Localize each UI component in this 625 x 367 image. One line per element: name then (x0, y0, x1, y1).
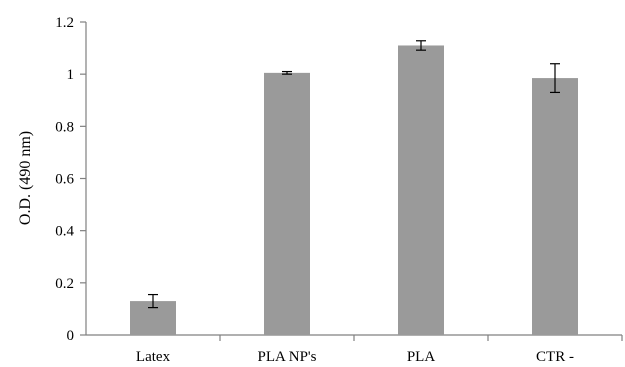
y-tick-label: 0.4 (55, 224, 74, 240)
y-tick-label: 0.6 (55, 172, 74, 188)
x-tick-label: Latex (136, 349, 171, 365)
bar (264, 72, 310, 336)
x-tick-label: PLA NP's (258, 349, 317, 365)
x-tick-label: PLA (407, 349, 436, 365)
y-tick-label: 0.2 (55, 276, 74, 292)
y-tick-label: 0 (67, 328, 75, 344)
x-tick-label: CTR - (536, 349, 574, 365)
bar (398, 45, 444, 335)
y-axis-title-group: O.D. (490 nm) (17, 131, 34, 225)
bar (532, 78, 578, 336)
y-tick-label: 0.8 (55, 119, 74, 135)
y-tick-label: 1.2 (55, 15, 74, 31)
y-tick-label: 1 (67, 67, 75, 83)
y-axis-title: O.D. (490 nm) (17, 131, 34, 225)
plot-area: 0 0.2 0.4 0.6 0.8 1 1.2 Latex PLA NP's PLA CTR - (55, 15, 623, 365)
